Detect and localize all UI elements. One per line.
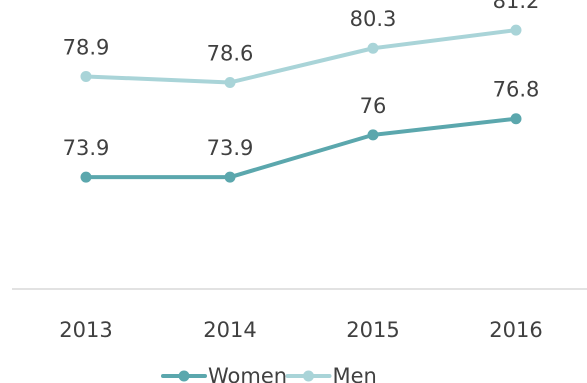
data-point-men-2016: [510, 24, 522, 36]
series-line-women: [84, 116, 518, 180]
data-label-men-2015: 80.3: [350, 7, 397, 31]
series-men: 78.9 78.6 80.3 81.2: [63, 0, 540, 88]
data-point-women-2013: [80, 171, 92, 183]
series-layer: 78.9 78.6 80.3 81.2 73.9 73.9 76 76.8: [63, 0, 540, 183]
data-label-women-2015: 76: [360, 94, 387, 118]
legend-item-women: Women: [161, 364, 287, 383]
legend-swatch-marker-women: [178, 370, 190, 382]
data-label-women-2013: 73.9: [63, 136, 110, 160]
data-label-women-2016: 76.8: [493, 78, 540, 102]
data-point-women-2015: [367, 129, 379, 141]
legend: Women Men: [161, 364, 377, 383]
data-point-women-2016: [510, 113, 522, 125]
x-tick-label-2016: 2016: [489, 318, 542, 342]
x-tick-label-2015: 2015: [346, 318, 399, 342]
data-point-men-2014: [224, 76, 236, 88]
data-label-men-2016: 81.2: [493, 0, 540, 13]
x-tick-label-2014: 2014: [203, 318, 256, 342]
data-label-men-2013: 78.9: [63, 35, 110, 59]
data-label-men-2014: 78.6: [207, 41, 254, 65]
series-line-men: [84, 28, 518, 85]
data-label-women-2014: 73.9: [207, 136, 254, 160]
legend-item-men: Men: [285, 364, 377, 383]
legend-label-women: Women: [208, 364, 287, 383]
data-point-men-2013: [80, 70, 92, 82]
x-tick-label-2013: 2013: [59, 318, 112, 342]
legend-label-men: Men: [333, 364, 377, 383]
legend-swatch-marker-men: [303, 370, 314, 382]
series-women: 73.9 73.9 76 76.8: [63, 78, 540, 183]
data-point-women-2014: [224, 171, 236, 183]
data-point-men-2015: [367, 42, 379, 54]
x-tick-labels: 2013 2014 2015 2016: [59, 318, 542, 342]
